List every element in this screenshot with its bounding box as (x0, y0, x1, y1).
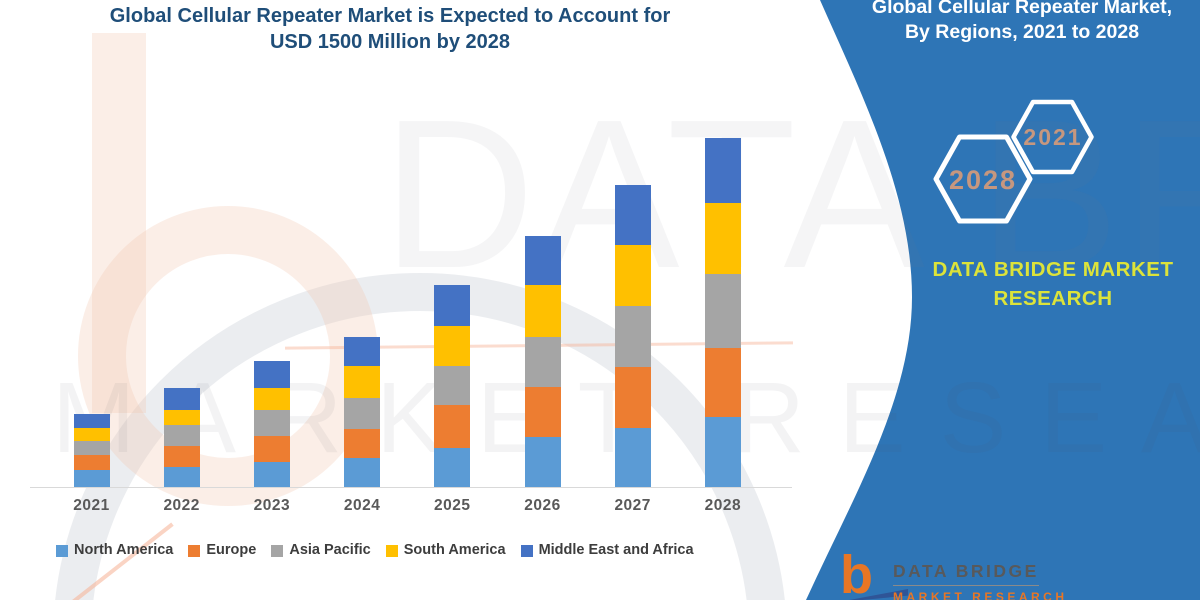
side-panel-title: Global Cellular Repeater Market, By Regi… (848, 0, 1196, 45)
legend-item-asia-pacific: Asia Pacific (271, 542, 371, 558)
hexagon-year-2021: 2021 (1023, 124, 1083, 150)
legend-swatch-south-america (385, 544, 398, 557)
side-panel-title-line2: By Regions, 2021 to 2028 (904, 21, 1140, 43)
x-axis-line (30, 487, 792, 488)
legend-swatch-asia-pacific (271, 544, 284, 557)
legend-label-europe: Europe (206, 542, 257, 558)
footer-logo-subtext: MARKET RESEARCH (893, 590, 1068, 600)
legend-item-north-america: North America (56, 542, 173, 558)
brand-text-line2: RESEARCH (993, 287, 1113, 310)
legend-item-europe: Europe (188, 542, 256, 558)
side-panel-title-line1: Global Cellular Repeater Market, (871, 0, 1173, 18)
hexagon-2021 (1011, 99, 1094, 175)
brand-text-line1: DATA BRIDGE MARKET (932, 258, 1174, 281)
legend-label-asia-pacific: Asia Pacific (289, 542, 371, 558)
footer-logo-b-icon: b (840, 545, 873, 600)
legend-item-middle-east-and-africa: Middle East and Africa (520, 542, 694, 558)
hexagon-2028 (933, 134, 1033, 224)
hexagon-year-2028: 2028 (948, 165, 1018, 195)
legend-swatch-north-america (56, 544, 68, 557)
chart-legend: North America Europe Asia Pacific South Ame… (56, 542, 694, 558)
legend-swatch-europe (188, 544, 201, 557)
brand-text: DATA BRIDGE MARKET RESEARCH (900, 255, 1200, 313)
legend-label-middle-east-and-africa: Middle East and Africa (538, 542, 694, 558)
legend-label-south-america: South America (403, 542, 506, 558)
legend-swatch-middle-east-and-africa (520, 544, 533, 557)
chart-title: Global Cellular Repeater Market is Expec… (60, 3, 720, 55)
legend-item-south-america: South America (385, 542, 506, 558)
legend-label-north-america: North America (74, 542, 174, 558)
chart-title-line2: USD 1500 Million by 2028 (269, 31, 511, 53)
chart-title-line1: Global Cellular Repeater Market is Expec… (109, 5, 671, 27)
footer-logo-name: DATA BRIDGE (893, 561, 1039, 586)
